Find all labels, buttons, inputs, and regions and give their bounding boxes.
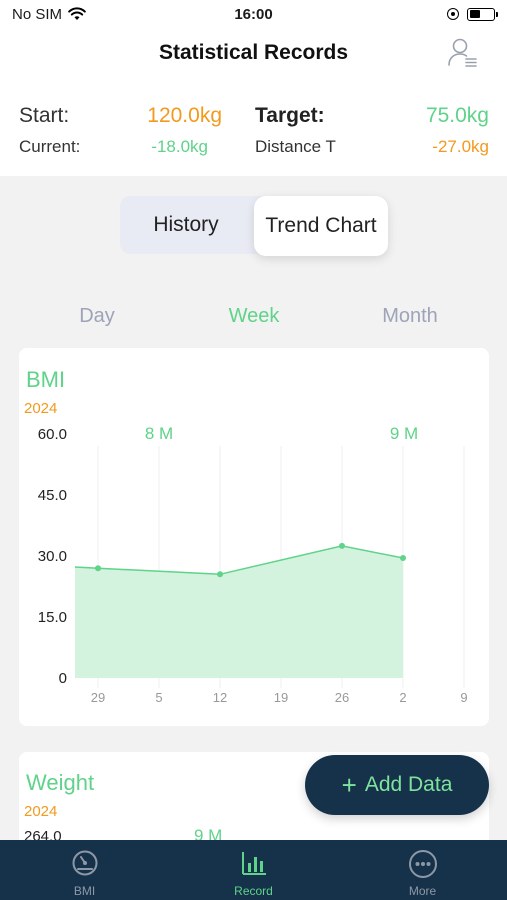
bmi-data-point <box>400 555 406 562</box>
orientation-lock-icon <box>447 8 459 20</box>
tab-more[interactable]: More <box>338 840 507 900</box>
view-segmented-control: History Trend Chart <box>120 196 388 256</box>
y-tick-label: 45.0 <box>38 487 67 504</box>
bmi-chart-title: BMI <box>26 367 66 392</box>
user-list-icon[interactable] <box>447 37 479 69</box>
target-label: Target: <box>255 104 325 127</box>
current-value: -18.0kg <box>151 137 208 156</box>
y-tick-label: 30.0 <box>38 548 67 565</box>
battery-icon <box>467 7 498 21</box>
wifi-icon <box>68 7 86 20</box>
bmi-data-point <box>339 542 345 549</box>
x-tick-label: 5 <box>155 690 162 705</box>
x-tick-label: 29 <box>91 690 105 705</box>
month-label: 9 M <box>390 424 418 443</box>
header: Statistical Records <box>0 28 507 78</box>
bmi-chart-card: BMI 2024 60.0 45.0 30.0 15.0 0 29 5 12 19 26 2 9 8 M… <box>19 348 489 726</box>
tab-history[interactable]: History <box>153 213 219 236</box>
tab-bmi-label: BMI <box>73 884 96 898</box>
weight-chart-title: Weight <box>26 770 95 795</box>
weight-chart-year: 2024 <box>24 803 58 820</box>
tab-trend-chart[interactable]: Trend Chart <box>254 196 388 256</box>
y-tick-label: 0 <box>59 670 67 687</box>
status-bar: No SIM 16:00 <box>0 0 507 28</box>
bmi-area <box>75 545 403 678</box>
start-value: 120.0kg <box>147 104 222 127</box>
x-tick-label: 19 <box>274 690 288 705</box>
add-data-button[interactable]: + Add Data <box>305 755 489 815</box>
x-tick-label: 9 <box>460 690 467 705</box>
tab-more-label: More <box>408 884 437 898</box>
bar-chart-icon <box>241 852 266 875</box>
x-tick-label: 2 <box>399 690 406 705</box>
page-title: Statistical Records <box>158 41 349 64</box>
target-value: 75.0kg <box>425 104 489 127</box>
period-selector: Day Week Month <box>0 300 507 336</box>
x-tick-label: 26 <box>335 690 349 705</box>
gauge-icon <box>72 850 97 876</box>
tab-bmi[interactable]: BMI <box>0 840 169 900</box>
carrier-label: No SIM <box>12 5 63 23</box>
month-label: 8 M <box>145 424 173 443</box>
bmi-data-point <box>95 565 101 572</box>
start-label: Start: <box>19 104 70 127</box>
bmi-data-point <box>217 571 223 578</box>
y-tick-label: 60.0 <box>38 426 67 443</box>
plus-icon: + <box>341 770 357 800</box>
weight-summary: Start: 120.0kg Target: 75.0kg Current: -… <box>0 78 507 176</box>
add-data-label: Add Data <box>364 773 453 796</box>
status-right <box>447 7 498 21</box>
more-icon <box>408 850 437 878</box>
distance-label: Distance T <box>255 137 336 156</box>
x-tick-label: 12 <box>213 690 227 705</box>
bottom-tab-bar: BMI Record More <box>0 840 507 900</box>
current-label: Current: <box>19 137 81 156</box>
bmi-chart-year: 2024 <box>24 400 58 417</box>
y-tick-label: 15.0 <box>38 609 67 626</box>
tab-record-label: Record <box>234 884 273 898</box>
distance-value: -27.0kg <box>432 137 489 156</box>
period-month[interactable]: Month <box>382 305 438 327</box>
period-week[interactable]: Week <box>228 305 280 327</box>
tab-record[interactable]: Record <box>169 840 338 900</box>
period-day[interactable]: Day <box>79 305 115 327</box>
status-left: No SIM <box>12 6 86 23</box>
